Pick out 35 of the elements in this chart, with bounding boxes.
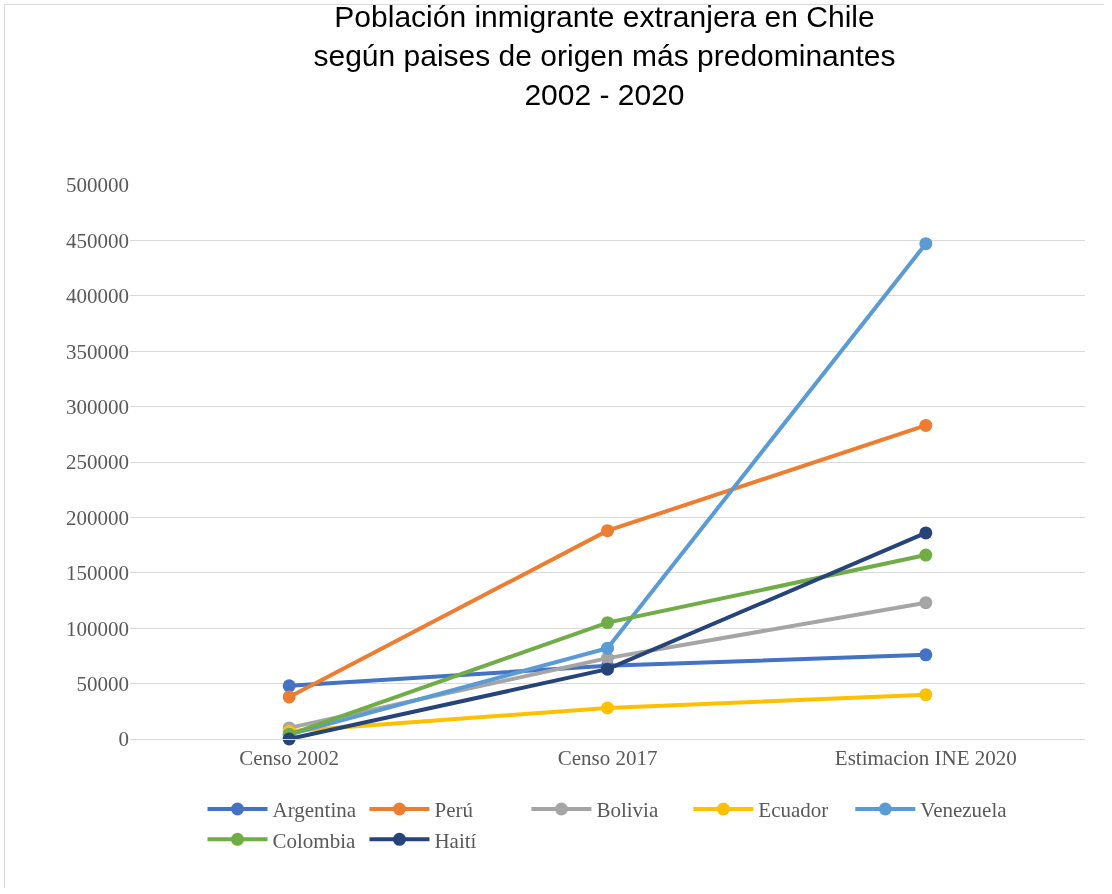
point <box>601 701 614 715</box>
point <box>282 690 296 704</box>
legend-label: Haití <box>434 828 477 853</box>
legend-label: Argentina <box>272 798 357 823</box>
y-tick-label: 500000 <box>66 173 129 198</box>
x-tick-label: Estimacion INE 2020 <box>834 746 1017 771</box>
y-tick-label: 350000 <box>66 339 129 364</box>
point <box>601 641 614 655</box>
point <box>601 616 614 630</box>
point <box>601 524 614 538</box>
y-tick-label: 0 <box>118 727 129 752</box>
legend-label: Perú <box>434 798 474 823</box>
point <box>919 526 933 540</box>
point <box>919 418 933 432</box>
y-tick-label: 50000 <box>76 671 129 696</box>
y-tick-label: 450000 <box>66 228 129 253</box>
point <box>919 237 933 251</box>
legend-label: Venezuela <box>920 798 1008 823</box>
y-tick-label: 200000 <box>66 505 129 530</box>
y-tick-label: 300000 <box>66 394 129 419</box>
y-tick-label: 150000 <box>66 561 129 586</box>
point <box>282 679 296 693</box>
legend-label: Bolivia <box>596 798 659 823</box>
y-tick-label: 100000 <box>66 616 129 641</box>
point <box>919 688 933 702</box>
point <box>919 548 933 562</box>
point <box>919 648 933 662</box>
point <box>919 596 933 610</box>
chart-title: Población inmigrante extranjera en Chile según paises de origen más predominantes 2002 - 2020 <box>313 0 896 112</box>
x-tick-label: Censo 2017 <box>557 746 658 771</box>
legend-label: Ecuador <box>758 798 829 823</box>
legend-label: Colombia <box>272 828 357 853</box>
y-tick-label: 400000 <box>66 284 129 309</box>
y-tick-label: 250000 <box>66 450 129 475</box>
x-tick-label: Censo 2002 <box>239 746 340 771</box>
